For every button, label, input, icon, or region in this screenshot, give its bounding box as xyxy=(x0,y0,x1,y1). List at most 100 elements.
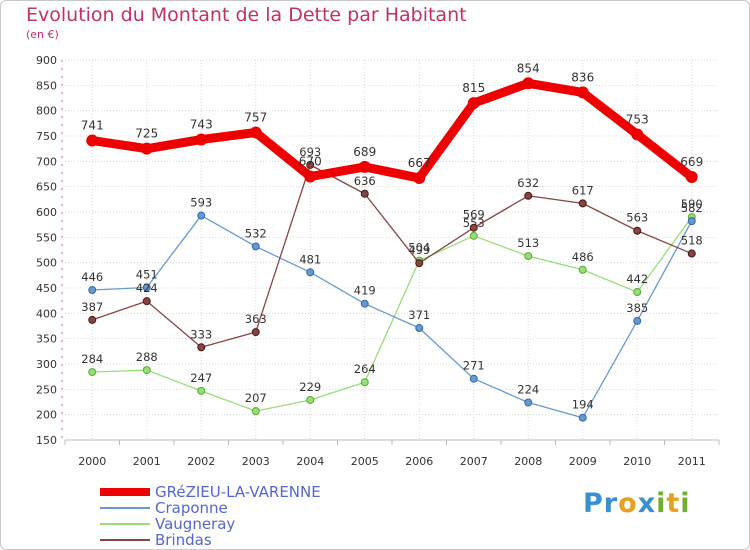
data-point xyxy=(251,242,260,251)
data-label: 563 xyxy=(626,211,648,225)
legend-item: Craponne xyxy=(100,499,228,517)
series-line-brindas xyxy=(91,164,693,348)
data-label: 333 xyxy=(190,327,212,341)
data-point xyxy=(140,142,153,155)
data-point xyxy=(358,160,371,173)
legend-item: Vaugneray xyxy=(100,515,236,533)
data-point xyxy=(576,86,589,99)
data-label: 569 xyxy=(463,208,485,222)
data-label: 451 xyxy=(136,267,158,281)
plot-area xyxy=(65,60,719,440)
legend-swatch xyxy=(100,539,150,541)
data-point xyxy=(88,368,97,377)
legend-label: GRéZIEU-LA-VARENNE xyxy=(155,483,321,501)
data-point xyxy=(524,398,533,407)
x-tick-label: 2006 xyxy=(405,455,433,468)
data-point xyxy=(197,386,206,395)
legend-label: Craponne xyxy=(155,499,228,517)
y-tick-label: 500 xyxy=(36,257,57,270)
x-tick-label: 2003 xyxy=(242,455,270,468)
series-line-vaugneray xyxy=(91,216,693,412)
line-chart: 150 200 250 300 350 400 450 500 550 600 650 700 750 8… xyxy=(36,54,720,468)
data-label: 504 xyxy=(408,241,430,255)
data-label: 725 xyxy=(135,127,158,141)
data-point xyxy=(142,366,151,375)
logo-letter: i xyxy=(680,488,691,519)
data-label: 442 xyxy=(626,272,648,286)
data-label: 593 xyxy=(190,196,212,210)
data-point xyxy=(251,328,260,337)
data-point xyxy=(633,288,642,297)
data-label: 532 xyxy=(245,226,267,240)
data-point xyxy=(197,211,206,220)
data-label: 582 xyxy=(681,201,703,215)
legend-swatch xyxy=(100,523,150,525)
data-label: 667 xyxy=(408,156,431,170)
data-point xyxy=(413,172,426,185)
data-label: 419 xyxy=(354,284,376,298)
data-point xyxy=(86,134,99,147)
legend-label: Brindas xyxy=(155,531,212,549)
data-point xyxy=(467,97,480,110)
data-label: 670 xyxy=(299,155,322,169)
y-tick-label: 450 xyxy=(36,282,57,295)
data-point xyxy=(306,395,315,404)
data-point xyxy=(469,231,478,240)
legend-label: Vaugneray xyxy=(155,515,236,533)
data-point xyxy=(631,128,644,141)
y-tick-label: 200 xyxy=(36,409,57,422)
data-point xyxy=(578,199,587,208)
y-tick-label: 650 xyxy=(36,181,57,194)
x-tick-label: 2001 xyxy=(133,455,161,468)
data-point xyxy=(306,160,315,169)
y-tick-label: 250 xyxy=(36,383,57,396)
data-point xyxy=(633,226,642,235)
data-label: 741 xyxy=(81,119,104,133)
data-label: 518 xyxy=(681,234,703,248)
x-tick-label: 2004 xyxy=(296,455,324,468)
data-label: 387 xyxy=(81,300,103,314)
data-label: 229 xyxy=(299,380,321,394)
data-label: 385 xyxy=(626,301,648,315)
y-tick-label: 600 xyxy=(36,206,57,219)
data-label: 424 xyxy=(136,281,158,295)
data-point xyxy=(469,374,478,383)
data-point xyxy=(522,77,535,90)
data-point xyxy=(88,315,97,324)
data-label: 481 xyxy=(299,252,321,266)
y-tick-label: 300 xyxy=(36,358,57,371)
proxiti-logo: Proxiti xyxy=(583,488,691,519)
data-point xyxy=(142,297,151,306)
data-label: 689 xyxy=(353,145,376,159)
data-label: 693 xyxy=(299,145,321,159)
data-label: 363 xyxy=(245,312,267,326)
y-tick-label: 550 xyxy=(36,231,57,244)
data-label: 815 xyxy=(462,81,485,95)
y-tick-label: 900 xyxy=(36,54,57,67)
logo-letter: i xyxy=(656,488,667,519)
data-point xyxy=(633,316,642,325)
legend-swatch xyxy=(100,488,150,496)
data-label: 836 xyxy=(571,70,594,84)
data-label: 247 xyxy=(190,371,212,385)
x-tick-label: 2002 xyxy=(187,455,215,468)
data-point xyxy=(195,133,208,146)
data-label: 271 xyxy=(463,359,485,373)
data-point xyxy=(360,189,369,198)
y-tick-label: 150 xyxy=(36,434,57,447)
data-label: 224 xyxy=(517,383,539,397)
data-label: 264 xyxy=(354,362,376,376)
data-point xyxy=(251,407,260,416)
data-point xyxy=(88,286,97,295)
data-point xyxy=(415,259,424,268)
data-point xyxy=(524,191,533,200)
x-tick-label: 2007 xyxy=(460,455,488,468)
data-label: 617 xyxy=(572,183,594,197)
legend-item: Brindas xyxy=(100,531,212,549)
legend-item: GRéZIEU-LA-VARENNE xyxy=(100,483,321,501)
data-point xyxy=(360,378,369,387)
data-point xyxy=(304,170,317,183)
series-line-craponne xyxy=(91,214,693,419)
data-label: 486 xyxy=(572,250,594,264)
logo-letter: o xyxy=(618,488,638,519)
